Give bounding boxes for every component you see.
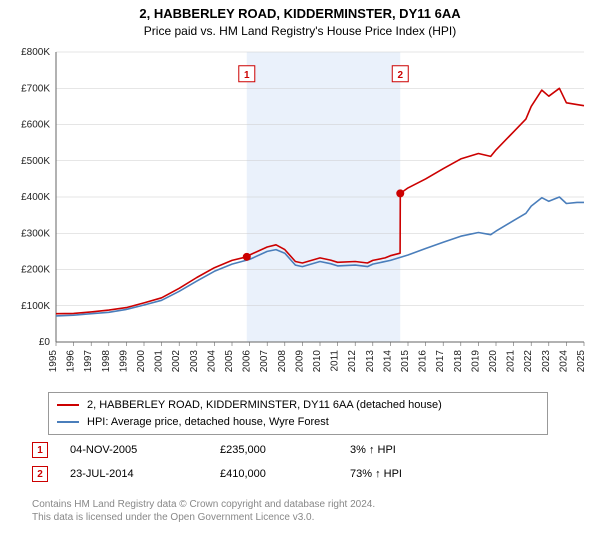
svg-text:2005: 2005 [224,350,235,373]
svg-text:1996: 1996 [66,350,77,373]
legend-label: HPI: Average price, detached house, Wyre… [87,414,329,431]
sale-marker-icon: 2 [32,466,48,482]
sales-table: 1 04-NOV-2005 £235,000 3% ↑ HPI 2 23-JUL… [32,438,552,486]
svg-text:2007: 2007 [259,350,270,373]
svg-text:2008: 2008 [277,350,288,373]
table-row: 2 23-JUL-2014 £410,000 73% ↑ HPI [32,462,552,486]
svg-text:2010: 2010 [312,350,323,373]
sale-hpi: 73% ↑ HPI [350,468,552,480]
footnote-line: Contains HM Land Registry data © Crown c… [32,498,572,511]
svg-text:2023: 2023 [541,350,552,373]
svg-text:2006: 2006 [242,350,253,373]
svg-text:2022: 2022 [523,350,534,373]
svg-text:2000: 2000 [136,350,147,373]
svg-text:2018: 2018 [453,350,464,373]
sale-date: 04-NOV-2005 [70,444,220,456]
svg-text:£800K: £800K [21,47,50,58]
chart: £0 £100K £200K £300K £400K £500K £600K £700K £80… [8,44,592,384]
legend-item: 2, HABBERLEY ROAD, KIDDERMINSTER, DY11 6… [57,397,539,414]
sale-marker-number: 2 [37,469,43,480]
svg-text:1999: 1999 [118,350,129,373]
svg-text:2004: 2004 [206,350,217,373]
svg-text:£300K: £300K [21,228,50,239]
sale-price: £235,000 [220,444,350,456]
svg-text:2001: 2001 [154,350,165,373]
svg-text:2020: 2020 [488,350,499,373]
svg-text:2013: 2013 [365,350,376,373]
svg-text:2015: 2015 [400,350,411,373]
legend-swatch [57,421,79,423]
table-row: 1 04-NOV-2005 £235,000 3% ↑ HPI [32,438,552,462]
svg-text:£700K: £700K [21,83,50,94]
svg-text:2024: 2024 [558,350,569,373]
svg-text:2021: 2021 [506,350,517,373]
chart-subtitle: Price paid vs. HM Land Registry's House … [0,22,600,38]
svg-text:2016: 2016 [418,350,429,373]
svg-text:1997: 1997 [83,350,94,373]
sale-date: 23-JUL-2014 [70,468,220,480]
svg-text:2019: 2019 [470,350,481,373]
svg-text:£600K: £600K [21,120,50,131]
svg-text:£500K: £500K [21,156,50,167]
svg-text:1995: 1995 [48,350,59,373]
svg-text:£0: £0 [39,337,51,348]
legend-item: HPI: Average price, detached house, Wyre… [57,414,539,431]
footnote-line: This data is licensed under the Open Gov… [32,511,572,524]
svg-text:2017: 2017 [435,350,446,373]
svg-text:1998: 1998 [101,350,112,373]
sale-marker-icon: 1 [32,442,48,458]
svg-text:£400K: £400K [21,192,50,203]
sale-marker-number: 1 [37,445,43,456]
sale-price: £410,000 [220,468,350,480]
svg-text:2011: 2011 [330,350,341,372]
svg-text:2012: 2012 [347,350,358,373]
svg-text:2: 2 [397,70,403,81]
svg-text:2009: 2009 [294,350,305,373]
legend-label: 2, HABBERLEY ROAD, KIDDERMINSTER, DY11 6… [87,397,442,414]
svg-text:£100K: £100K [21,301,50,312]
chart-title: 2, HABBERLEY ROAD, KIDDERMINSTER, DY11 6… [0,0,600,22]
svg-text:£200K: £200K [21,265,50,276]
legend-swatch [57,404,79,406]
svg-text:2002: 2002 [171,350,182,373]
page-container: 2, HABBERLEY ROAD, KIDDERMINSTER, DY11 6… [0,0,600,560]
sale-hpi: 3% ↑ HPI [350,444,552,456]
svg-text:2014: 2014 [382,350,393,373]
svg-text:2025: 2025 [576,350,587,373]
legend: 2, HABBERLEY ROAD, KIDDERMINSTER, DY11 6… [48,392,548,435]
chart-svg: £0 £100K £200K £300K £400K £500K £600K £700K £80… [8,44,592,384]
svg-text:1: 1 [244,70,250,81]
svg-text:2003: 2003 [189,350,200,373]
footnote: Contains HM Land Registry data © Crown c… [32,498,572,524]
